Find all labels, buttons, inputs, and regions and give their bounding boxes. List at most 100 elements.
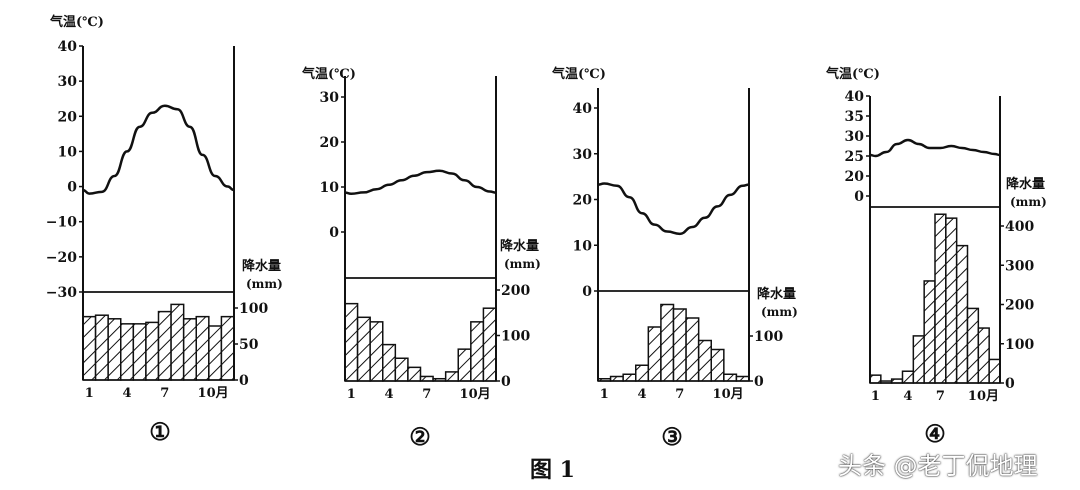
precip-tick-label: 100: [501, 329, 530, 345]
precip-bar: [697, 339, 713, 382]
precip-bar: [635, 364, 650, 382]
precip-bar: [356, 316, 371, 382]
temperature-line: [597, 182, 750, 236]
precip-tick-label: 0: [501, 374, 511, 390]
temperature-line: [869, 138, 1001, 158]
month-label: 4: [385, 387, 394, 402]
precip-bar: [157, 310, 172, 381]
temp-tick-label: −20: [46, 250, 77, 266]
precip-unit-label: (mm): [504, 257, 541, 271]
chart-title: ①: [149, 417, 171, 446]
precip-bar: [945, 217, 958, 384]
temp-tick-label: 40: [58, 39, 78, 55]
month-label: 10月: [460, 387, 491, 402]
precip-bar: [901, 370, 915, 384]
precip-tick-label: 200: [1005, 298, 1034, 314]
precip-bar: [685, 317, 700, 382]
month-label: 7: [936, 389, 945, 404]
chart-title: ②: [409, 422, 431, 451]
precip-tick-label: 100: [239, 301, 268, 317]
temp-tick-label: 10: [320, 180, 340, 196]
precip-bar: [660, 303, 675, 382]
precip-bar: [394, 357, 409, 382]
temp-tick-label: 20: [845, 169, 865, 185]
precip-bar: [107, 318, 122, 381]
month-label: 4: [638, 387, 647, 402]
precip-tick-label: 0: [754, 374, 764, 390]
precip-tick-label: 100: [754, 329, 783, 345]
month-label: 10月: [968, 389, 999, 404]
temp-axis-label: 气温(℃): [552, 66, 606, 82]
month-label: 10月: [713, 387, 744, 402]
temp-tick-label: 20: [573, 193, 593, 209]
chart-title: ④: [924, 419, 946, 448]
precip-bar: [988, 358, 1001, 384]
precip-bar: [482, 307, 497, 382]
precip-bar: [220, 315, 235, 381]
month-label: 1: [85, 386, 94, 401]
precip-axis-label: 降水量: [1006, 176, 1045, 192]
precip-tick-label: 50: [239, 337, 259, 353]
precip-tick-label: 200: [501, 283, 530, 299]
precip-bar: [195, 315, 210, 381]
temp-axis-label: 气温(℃): [302, 66, 356, 82]
precip-unit-label: (mm): [1010, 195, 1047, 209]
month-label: 7: [675, 387, 684, 402]
precip-bar: [182, 318, 198, 381]
temperature-line: [344, 169, 497, 196]
precip-bar: [966, 307, 980, 384]
precip-bar: [647, 326, 662, 382]
month-label: 4: [123, 386, 132, 401]
temp-tick-label: 10: [58, 144, 78, 160]
precip-bar: [457, 348, 472, 382]
temp-tick-label: −30: [46, 285, 77, 301]
temp-tick-label: 35: [845, 109, 864, 125]
precip-bar: [444, 371, 459, 382]
precip-bar: [955, 244, 969, 384]
chart-title: ③: [661, 422, 683, 451]
precip-bar: [170, 303, 185, 381]
temp-tick-label: 30: [573, 147, 593, 163]
precip-bar: [723, 373, 738, 382]
precip-axis-label: 降水量: [757, 286, 796, 302]
precip-bar: [120, 323, 135, 381]
precip-bar: [407, 366, 422, 382]
month-label: 1: [871, 389, 880, 404]
precip-tick-label: 100: [1005, 337, 1034, 353]
precip-bar: [82, 315, 97, 381]
month-label: 1: [600, 387, 609, 402]
precip-bar: [369, 321, 384, 382]
precip-bar: [923, 280, 936, 384]
precip-tick-label: 400: [1005, 219, 1034, 235]
month-label: 4: [903, 389, 912, 404]
temp-tick-label: 30: [845, 129, 865, 145]
temp-tick-label: 40: [573, 101, 593, 117]
temp-tick-label: 30: [320, 90, 340, 106]
watermark: 头条 @老丁侃地理: [838, 452, 1038, 480]
temp-axis-label: 气温(℃): [826, 66, 880, 82]
temp-tick-label: 10: [573, 238, 593, 254]
temp-axis-label: 气温(℃): [50, 14, 104, 30]
month-label: 1: [347, 387, 356, 402]
temperature-line: [82, 104, 235, 195]
precip-tick-label: 0: [1005, 376, 1015, 392]
precip-bar: [934, 213, 947, 384]
temp-tick-label: 0: [854, 189, 864, 205]
precip-bar: [622, 373, 637, 382]
precip-bar: [208, 325, 223, 381]
precip-axis-label: 降水量: [500, 238, 539, 254]
temp-tick-label: 0: [67, 180, 77, 196]
temp-tick-label: 20: [58, 109, 78, 125]
precip-bar: [94, 314, 109, 381]
precip-bar: [912, 335, 925, 384]
precip-bar: [710, 348, 725, 382]
precip-unit-label: (mm): [246, 277, 283, 291]
temp-tick-label: 25: [845, 149, 864, 165]
temp-tick-label: 20: [320, 135, 340, 151]
precip-bar: [132, 323, 147, 381]
precip-unit-label: (mm): [761, 305, 798, 319]
month-label: 7: [422, 387, 431, 402]
temp-tick-label: 0: [329, 225, 339, 241]
temp-tick-label: −10: [46, 215, 77, 231]
